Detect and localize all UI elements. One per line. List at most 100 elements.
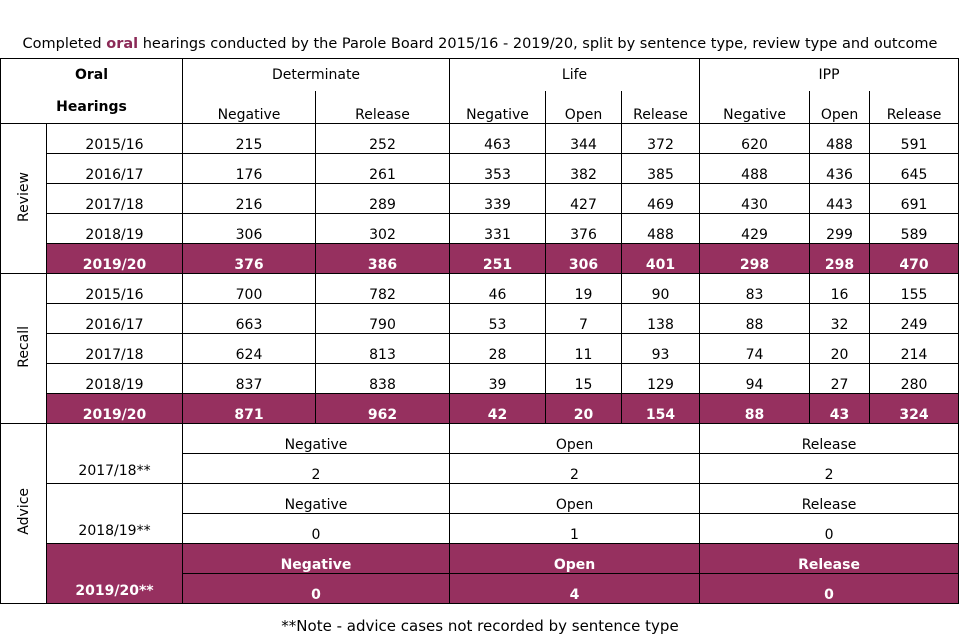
value-cell: 32 <box>809 303 871 334</box>
value-cell: 427 <box>545 183 622 214</box>
column-header: Negative <box>449 91 546 124</box>
value-cell: 88 <box>699 303 811 334</box>
value-cell: 813 <box>315 333 450 364</box>
value-cell: 470 <box>869 243 960 274</box>
value-cell: 376 <box>545 213 622 244</box>
value-cell: 838 <box>315 363 450 394</box>
value-cell: 0 <box>699 573 960 604</box>
value-cell: 436 <box>809 153 871 184</box>
value-cell: 93 <box>620 333 701 364</box>
outcome-label: Negative <box>182 483 450 514</box>
value-cell: 39 <box>449 363 546 394</box>
value-cell: 299 <box>809 213 871 244</box>
value-cell: 663 <box>182 303 316 334</box>
note: **Note - advice cases not recorded by se… <box>281 617 679 635</box>
title-highlight: oral <box>106 36 139 52</box>
year-cell: 2019/20 <box>46 393 183 424</box>
year-cell: 2015/16 <box>46 123 183 154</box>
value-cell: 43 <box>809 393 871 424</box>
year-cell: 2016/17 <box>46 303 183 334</box>
group-header: Determinate <box>182 58 450 91</box>
outcome-label: Open <box>448 483 701 514</box>
value-cell: 962 <box>315 393 450 424</box>
value-cell: 782 <box>315 273 450 304</box>
value-cell: 2 <box>448 453 701 484</box>
value-cell: 0 <box>182 513 450 544</box>
outcome-label: Release <box>699 483 960 514</box>
outcome-label: Release <box>699 543 960 574</box>
title-text: hearings conducted by the Parole Board 2… <box>138 36 938 52</box>
value-cell: 16 <box>809 273 871 304</box>
value-cell: 216 <box>182 183 316 214</box>
value-cell: 871 <box>182 393 316 424</box>
value-cell: 4 <box>448 573 701 604</box>
value-cell: 353 <box>449 153 546 184</box>
value-cell: 252 <box>315 123 450 154</box>
column-header: Release <box>869 91 960 124</box>
value-cell: 339 <box>449 183 546 214</box>
value-cell: 488 <box>699 153 811 184</box>
value-cell: 385 <box>620 153 701 184</box>
table-row: 2018/19 837 838 39 15 129 94 27 280 <box>1 363 960 394</box>
value-cell: 83 <box>699 273 811 304</box>
value-cell: 289 <box>315 183 450 214</box>
value-cell: 154 <box>620 393 701 424</box>
value-cell: 0 <box>699 513 960 544</box>
value-cell: 42 <box>449 393 546 424</box>
value-cell: 469 <box>620 183 701 214</box>
value-cell: 298 <box>809 243 871 274</box>
value-cell: 20 <box>545 393 622 424</box>
value-cell: 251 <box>449 243 546 274</box>
value-cell: 306 <box>182 213 316 244</box>
title-text: Completed <box>22 36 107 52</box>
value-cell: 624 <box>182 333 316 364</box>
hearings-table: Oral Hearings Determinate Life IPP Negative Re… <box>0 58 960 604</box>
value-cell: 90 <box>620 273 701 304</box>
value-cell: 138 <box>620 303 701 334</box>
value-cell: 401 <box>620 243 701 274</box>
table-row: 2017/18 624 813 28 11 93 74 20 214 <box>1 333 960 364</box>
table-row: Recall 2015/16 700 782 46 19 90 83 16 155 <box>0 273 960 424</box>
table-row: Oral Hearings Determinate Life IPP <box>0 58 960 124</box>
year-cell: 2019/20 <box>46 243 183 274</box>
value-cell: 324 <box>869 393 960 424</box>
column-header: Release <box>315 91 450 124</box>
outcome-label: Open <box>448 423 701 454</box>
value-cell: 429 <box>699 213 811 244</box>
value-cell: 20 <box>809 333 871 364</box>
value-cell: 215 <box>182 123 316 154</box>
outcome-label: Negative <box>182 543 450 574</box>
value-cell: 2 <box>699 453 960 484</box>
table-row: 2017/18 216 289 339 427 469 430 443 691 <box>1 183 960 214</box>
section-label: Advice <box>0 423 47 604</box>
value-cell: 306 <box>545 243 622 274</box>
table-row: 2016/17 176 261 353 382 385 488 436 645 <box>1 153 960 184</box>
value-cell: 94 <box>699 363 811 394</box>
value-cell: 376 <box>182 243 316 274</box>
value-cell: 691 <box>869 183 960 214</box>
table-row: 2019/20 376 386 251 306 401 298 298 470 <box>1 243 960 274</box>
value-cell: 443 <box>809 183 871 214</box>
value-cell: 155 <box>869 273 960 304</box>
value-cell: 1 <box>448 513 701 544</box>
column-header: Negative <box>699 91 811 124</box>
value-cell: 837 <box>182 363 316 394</box>
outcome-label: Open <box>448 543 701 574</box>
table-row: Advice 2017/18** Negative Open Release <box>0 423 960 604</box>
value-cell: 176 <box>182 153 316 184</box>
year-cell: 2018/19 <box>46 363 183 394</box>
value-cell: 129 <box>620 363 701 394</box>
table-row: Negative Release Negative Open Release Negati… <box>1 91 960 124</box>
group-header: Life <box>448 58 701 91</box>
value-cell: 790 <box>315 303 450 334</box>
value-cell: 19 <box>545 273 622 304</box>
table-row: 2018/19** Negative Open Release <box>1 483 960 544</box>
value-cell: 700 <box>182 273 316 304</box>
value-cell: 344 <box>545 123 622 154</box>
section-label: Recall <box>0 273 47 424</box>
section-text: Advice <box>15 488 32 535</box>
value-cell: 488 <box>620 213 701 244</box>
section-label: Review <box>0 123 47 274</box>
value-cell: 372 <box>620 123 701 154</box>
